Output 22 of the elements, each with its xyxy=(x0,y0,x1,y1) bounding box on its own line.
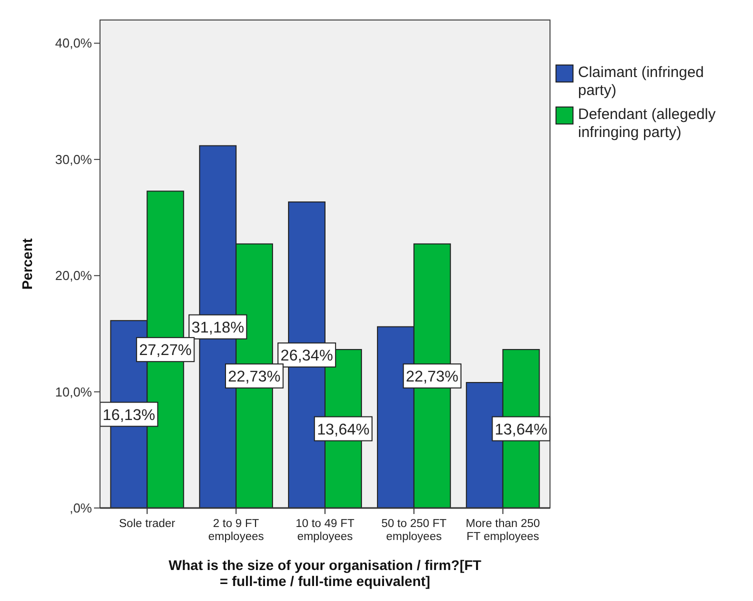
y-tick-label: 40,0% xyxy=(55,36,92,51)
y-tick-label: 10,0% xyxy=(55,384,92,400)
y-tick-label: 30,0% xyxy=(55,152,92,167)
x-tick-label: More than 250 FT employees xyxy=(466,518,540,543)
data-label: 13,64% xyxy=(494,421,548,438)
data-label: 22,73% xyxy=(228,368,281,386)
y-axis-title: Percent xyxy=(19,238,35,290)
y-tick-label: ,0% xyxy=(70,500,92,516)
data-label: 22,73% xyxy=(406,368,459,386)
legend-label: Claimant (infringed party) xyxy=(578,64,704,99)
x-tick-label: Sole trader xyxy=(119,518,176,530)
data-label: 16,13% xyxy=(102,406,156,424)
data-label: 31,18% xyxy=(192,319,244,336)
x-tick-label: 10 to 49 FT employees xyxy=(296,518,354,543)
x-axis-title: What is the size of your organisation / firm?[FT = full-time / full-time equivalent] xyxy=(168,557,482,589)
legend-label: Defendant (allegedly infringing party) xyxy=(578,106,716,141)
data-label: 26,34% xyxy=(280,347,334,364)
x-tick-label: 50 to 250 FT employees xyxy=(381,518,447,543)
y-tick-label: 20,0% xyxy=(55,268,92,284)
x-tick-label: 2 to 9 FT employees xyxy=(208,518,264,543)
data-label: 27,27% xyxy=(139,342,192,360)
data-label: 13,64% xyxy=(316,421,370,438)
